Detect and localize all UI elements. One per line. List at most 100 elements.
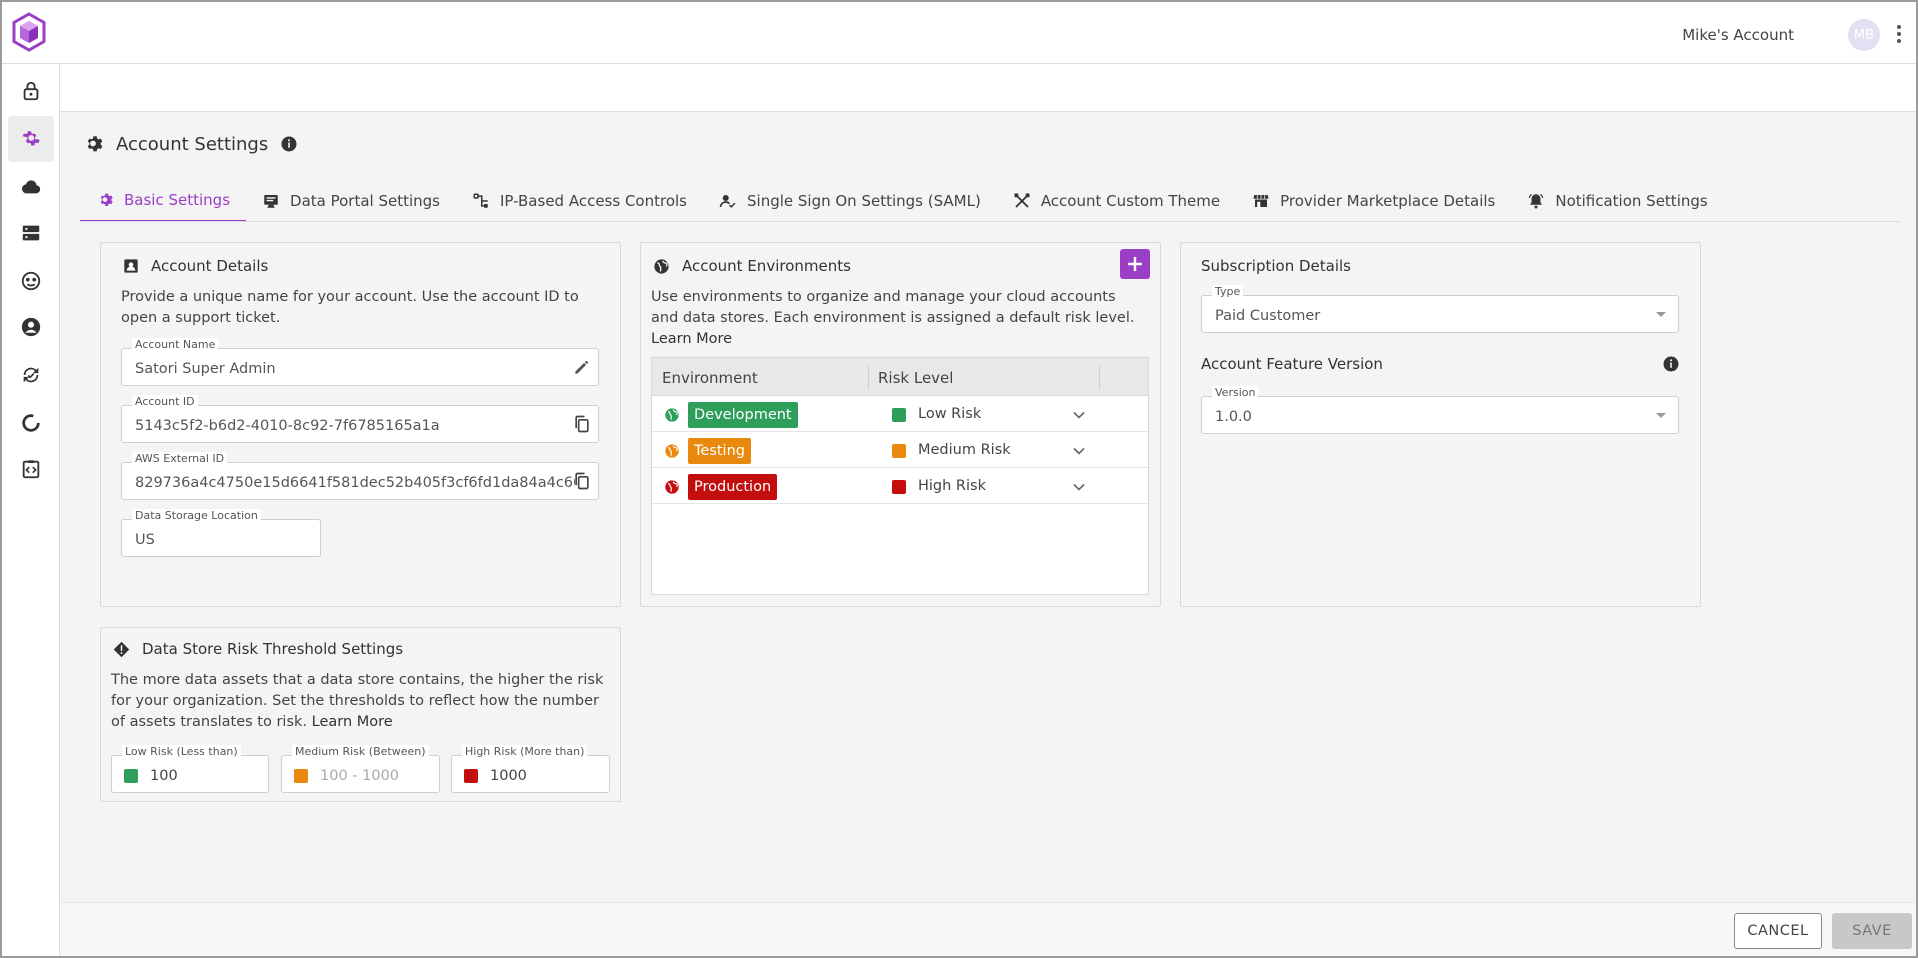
table-row[interactable]: Testing Medium Risk — [652, 432, 1148, 468]
brush-icon — [1014, 193, 1030, 208]
copy-icon[interactable] — [572, 471, 592, 491]
risk-level-value[interactable]: High Risk — [918, 478, 986, 494]
user-check-icon — [719, 195, 736, 208]
sidebar-item-api[interactable] — [8, 446, 54, 492]
sidebar-item-cloud[interactable] — [8, 164, 54, 210]
risk-color-swatch — [124, 769, 138, 783]
high-risk-threshold-input[interactable]: High Risk (More than) 1000 — [451, 745, 610, 793]
copy-icon[interactable] — [572, 414, 592, 434]
field-label: Account Name — [132, 338, 219, 352]
data-storage-location-field[interactable]: Data Storage Location US — [121, 509, 321, 557]
account-name-field[interactable]: Account Name Satori Super Admin — [121, 338, 599, 386]
column-header-environment[interactable]: Environment — [662, 369, 758, 387]
environments-table: Environment Risk Level Development Low R… — [651, 357, 1149, 595]
info-icon[interactable] — [1662, 355, 1680, 373]
chevron-down-icon[interactable] — [1072, 444, 1086, 458]
alert-diamond-icon — [113, 641, 130, 657]
risk-threshold-description: The more data assets that a data store c… — [111, 670, 611, 733]
tab-sso-settings[interactable]: Single Sign On Settings (SAML) — [703, 180, 997, 222]
footer-bar: CANCEL SAVE — [60, 902, 1916, 956]
top-bar: Mike's Account MB — [2, 2, 1916, 64]
network-icon — [473, 193, 488, 208]
save-button[interactable]: SAVE — [1832, 913, 1912, 949]
table-row[interactable]: Production High Risk — [652, 468, 1148, 504]
aws-external-id-value[interactable]: 829736a4c4750e15d6641f581dec52b405f3cf6f… — [135, 475, 575, 491]
chevron-down-icon[interactable] — [1072, 480, 1086, 494]
account-name[interactable]: Mike's Account — [1682, 26, 1794, 44]
dropdown-arrow-icon[interactable] — [1656, 312, 1666, 317]
globe-icon — [654, 258, 669, 274]
sidebar-item-access[interactable] — [8, 68, 54, 114]
subscription-details-card: Subscription Details Type Paid Customer … — [1180, 242, 1701, 607]
subscription-type-value[interactable]: Paid Customer — [1215, 308, 1321, 324]
cancel-button[interactable]: CANCEL — [1734, 913, 1822, 949]
subscription-details-title: Subscription Details — [1201, 257, 1351, 275]
tab-notification-settings[interactable]: Notification Settings — [1511, 180, 1723, 222]
tab-data-portal-settings[interactable]: Data Portal Settings — [246, 180, 456, 222]
account-id-field[interactable]: Account ID 5143c5f2-b6d2-4010-8c92-7f678… — [121, 395, 599, 443]
table-row[interactable]: Development Low Risk — [652, 396, 1148, 432]
plus-icon — [1128, 257, 1142, 271]
column-header-risk-level[interactable]: Risk Level — [878, 369, 954, 387]
field-label: Data Storage Location — [132, 509, 261, 523]
version-select[interactable]: Version 1.0.0 — [1201, 386, 1679, 434]
dropdown-arrow-icon[interactable] — [1656, 413, 1666, 418]
risk-level-value[interactable]: Medium Risk — [918, 442, 1011, 458]
gear-icon — [22, 131, 40, 146]
avatar[interactable]: MB — [1848, 19, 1880, 51]
tab-label: Data Portal Settings — [290, 192, 440, 210]
subscription-type-select[interactable]: Type Paid Customer — [1201, 285, 1679, 333]
globe-icon — [665, 480, 679, 494]
tabs-divider — [80, 221, 1900, 222]
medium-risk-value: 100 - 1000 — [320, 768, 400, 784]
medium-risk-threshold-input[interactable]: Medium Risk (Between) 100 - 1000 — [281, 745, 440, 793]
sidebar-item-reports[interactable] — [8, 400, 54, 446]
risk-color-swatch — [892, 444, 906, 458]
sync-icon — [23, 367, 39, 383]
user-circle-icon — [21, 317, 41, 337]
satori-logo-icon[interactable] — [11, 12, 47, 52]
risk-level-value[interactable]: Low Risk — [918, 406, 982, 422]
add-environment-button[interactable] — [1120, 249, 1150, 279]
sub-header — [60, 64, 1916, 112]
column-separator — [868, 366, 869, 390]
account-name-value[interactable]: Satori Super Admin — [135, 361, 276, 377]
tab-label: Basic Settings — [124, 191, 231, 209]
sidebar-item-masking[interactable] — [8, 258, 54, 304]
server-icon — [22, 225, 40, 241]
column-separator — [1099, 366, 1100, 390]
tab-basic-settings[interactable]: Basic Settings — [80, 180, 247, 222]
card-title: Account Details — [123, 257, 268, 275]
cloud-icon — [21, 180, 41, 194]
low-risk-threshold-input[interactable]: Low Risk (Less than) 100 — [111, 745, 269, 793]
more-vertical-icon[interactable] — [1896, 24, 1902, 44]
chevron-down-icon[interactable] — [1072, 408, 1086, 422]
table-header: Environment Risk Level — [652, 358, 1148, 396]
version-value[interactable]: 1.0.0 — [1215, 409, 1252, 425]
sidebar-item-datastores[interactable] — [8, 210, 54, 256]
sidebar-item-sync[interactable] — [8, 352, 54, 398]
globe-icon — [665, 444, 679, 458]
description-text: Use environments to organize and manage … — [651, 289, 1135, 326]
account-id-value[interactable]: 5143c5f2-b6d2-4010-8c92-7f6785165a1a — [135, 418, 440, 434]
edit-icon[interactable] — [572, 357, 592, 377]
low-risk-value[interactable]: 100 — [150, 768, 178, 784]
high-risk-value[interactable]: 1000 — [490, 768, 527, 784]
tab-provider-marketplace[interactable]: Provider Marketplace Details — [1236, 180, 1511, 222]
aws-external-id-field[interactable]: AWS External ID 829736a4c4750e15d6641f58… — [121, 452, 599, 500]
data-storage-location-value[interactable]: US — [135, 532, 155, 548]
learn-more-link[interactable]: Learn More — [311, 714, 393, 730]
sidebar-item-settings[interactable] — [8, 116, 54, 162]
field-label: Type — [1212, 285, 1244, 299]
gear-icon — [87, 136, 103, 152]
risk-color-swatch — [892, 408, 906, 422]
account-details-description: Provide a unique name for your account. … — [121, 289, 579, 326]
tab-custom-theme[interactable]: Account Custom Theme — [997, 180, 1236, 222]
tab-ip-access-controls[interactable]: IP-Based Access Controls — [456, 180, 703, 222]
sidebar — [2, 64, 60, 956]
account-details-title: Account Details — [151, 257, 269, 275]
card-title: Data Store Risk Threshold Settings — [113, 640, 403, 658]
learn-more-link[interactable]: Learn More — [651, 331, 733, 347]
sidebar-item-users[interactable] — [8, 304, 54, 350]
info-icon[interactable] — [280, 135, 298, 153]
